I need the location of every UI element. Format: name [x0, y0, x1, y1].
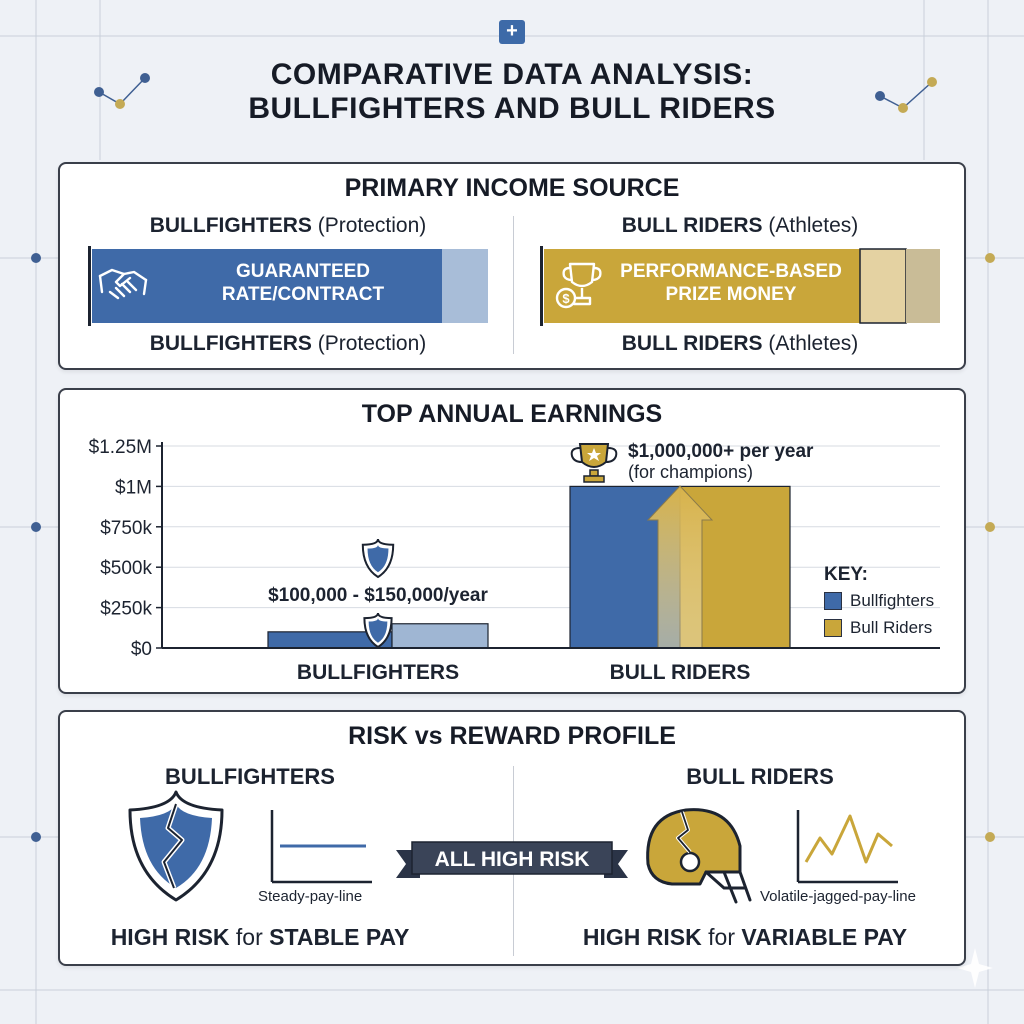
steady-pay-caption: Steady-pay-line [258, 888, 363, 905]
income-bullriders-label-bottom: BULL RIDERS (Athletes) [540, 332, 940, 356]
annotation-bullriders-line2: (for champions) [628, 462, 753, 482]
income-bullfighters-name: BULLFIGHTERS [149, 214, 312, 237]
x-category-label-0: BULLFIGHTERS [297, 661, 459, 684]
risk-bullriders-summary-bold1: HIGH RISK [582, 924, 702, 950]
legend-title: KEY: [824, 564, 868, 585]
y-tick-label-1: $250k [100, 599, 152, 620]
risk-panel-title: RISK vs REWARD PROFILE [348, 722, 676, 750]
shield-small-icon [363, 612, 393, 649]
income-bullfighters-role: (Protection) [317, 214, 427, 237]
chart-axes [161, 442, 940, 649]
y-tick-label-4: $1M [115, 477, 152, 498]
legend-swatch-bull-riders [824, 619, 842, 637]
earnings-panel-title: TOP ANNUAL EARNINGS [361, 400, 663, 428]
trophy-coin-icon [555, 262, 602, 309]
risk-bullriders-summary-bold2: VARIABLE PAY [741, 924, 908, 950]
income-bullfighters-label-bottom: BULLFIGHTERS (Protection) [88, 332, 488, 356]
legend-swatch-bullfighters [824, 592, 842, 610]
risk-bullfighters-summary-bold2: STABLE PAY [269, 924, 410, 950]
income-bullfighters-bar-text: GUARANTEED RATE/CONTRACT [163, 260, 443, 306]
income-bullfighters-bar-line1: GUARANTEED [235, 261, 371, 282]
chart-x-axis: BULLFIGHTERS BULL RIDERS [297, 661, 750, 684]
chart-annotations: $100,000 - $150,000/year $1,000,000+ per … [268, 441, 814, 606]
income-bullriders-bar-graphic: $ [540, 246, 940, 326]
income-divider [513, 216, 514, 354]
volatile-pay-line-chart [796, 810, 898, 884]
income-bullriders-bar-line2: PRIZE MONEY [665, 284, 797, 305]
up-arrow-icon [646, 485, 714, 649]
trophy-icon [570, 443, 618, 483]
chart-y-axis: $0 $250k $500k $750k $1M $1.25M [89, 437, 162, 660]
income-panel: PRIMARY INCOME SOURCE BULLFIGHTERS (Prot… [58, 162, 966, 370]
legend-item-bullfighters: Bullfighters [824, 591, 934, 611]
income-bullriders-name-bottom: BULL RIDERS [621, 332, 763, 355]
y-tick-label-5: $1.25M [89, 437, 152, 458]
chart-decorations [361, 443, 714, 649]
income-bullriders-bar-text: PERFORMANCE-BASED PRIZE MONEY [600, 260, 862, 306]
shield-icon [361, 538, 395, 579]
volatile-pay-caption: Volatile-jagged-pay-line [760, 888, 916, 905]
risk-panel: RISK vs REWARD PROFILE BULLFIGHTERS BULL… [58, 710, 966, 966]
bar-bullfighters-range [391, 623, 489, 649]
add-badge[interactable]: + [499, 20, 525, 44]
income-bullfighters-name-bottom: BULLFIGHTERS [149, 332, 312, 355]
risk-graphics: ALL HIGH RISK [128, 790, 898, 904]
chart-grid [162, 445, 940, 609]
risk-bullriders-title: BULL RIDERS [686, 764, 834, 789]
legend-label-bull-riders: Bull Riders [850, 618, 933, 637]
risk-bullriders-summary: HIGH RISK for VARIABLE PAY [550, 924, 940, 951]
page-title: COMPARATIVE DATA ANALYSIS: BULLFIGHTERS … [0, 58, 1024, 126]
cracked-helmet-icon [646, 808, 752, 904]
income-bullriders-role-bottom: (Athletes) [768, 332, 859, 355]
income-bullfighters-label-top: BULLFIGHTERS (Protection) [88, 214, 488, 238]
risk-bullfighters-summary-bold1: HIGH RISK [110, 924, 230, 950]
income-bullfighters-bar: GUARANTEED RATE/CONTRACT [88, 246, 488, 326]
income-bullfighters-bar-line2: RATE/CONTRACT [221, 284, 385, 305]
risk-bullriders-summary-mid: for [701, 924, 742, 950]
income-bullriders-role: (Athletes) [768, 214, 859, 237]
income-bullriders-name: BULL RIDERS [621, 214, 763, 237]
page-title-line1: COMPARATIVE DATA ANALYSIS: [270, 58, 754, 91]
income-bullfighters-bar-graphic [88, 246, 488, 326]
annotation-bullriders-line1: $1,000,000+ per year [628, 441, 814, 462]
income-panel-title: PRIMARY INCOME SOURCE [344, 174, 680, 202]
risk-bullfighters-summary-mid: for [229, 924, 270, 950]
legend-label-bullfighters: Bullfighters [850, 591, 935, 610]
income-bullfighters-role-bottom: (Protection) [317, 332, 427, 355]
steady-pay-line-chart [270, 810, 372, 884]
x-category-label-1: BULL RIDERS [610, 661, 751, 684]
y-tick-label-3: $750k [100, 518, 152, 539]
income-bullriders-bar-line1: PERFORMANCE-BASED [620, 261, 842, 282]
banner-text: ALL HIGH RISK [435, 848, 590, 871]
y-tick-label-2: $500k [100, 558, 152, 579]
page-title-line2: BULLFIGHTERS AND BULL RIDERS [248, 92, 776, 125]
risk-bullfighters-title: BULLFIGHTERS [165, 764, 335, 789]
all-high-risk-banner: ALL HIGH RISK [396, 841, 628, 878]
income-bullriders-label-top: BULL RIDERS (Athletes) [540, 214, 940, 238]
annotation-bullfighters: $100,000 - $150,000/year [268, 585, 488, 606]
broken-shield-icon [128, 790, 224, 902]
income-bullriders-bar: $ PERFORMANCE-BASED PRIZE MONEY [540, 246, 940, 326]
legend-item-bull-riders: Bull Riders [824, 618, 932, 638]
earnings-chart: $0$250k$500k$750k$1M$1.25M BULLFIGHTERS B… [89, 437, 940, 684]
risk-bullfighters-summary: HIGH RISK for STABLE PAY [90, 924, 430, 951]
handshake-icon [98, 268, 148, 300]
svg-text:$: $ [562, 291, 570, 306]
earnings-panel: TOP ANNUAL EARNINGS $0 $250k $500k $750k $1M… [58, 388, 966, 694]
y-tick-label-0: $0 [131, 639, 152, 660]
